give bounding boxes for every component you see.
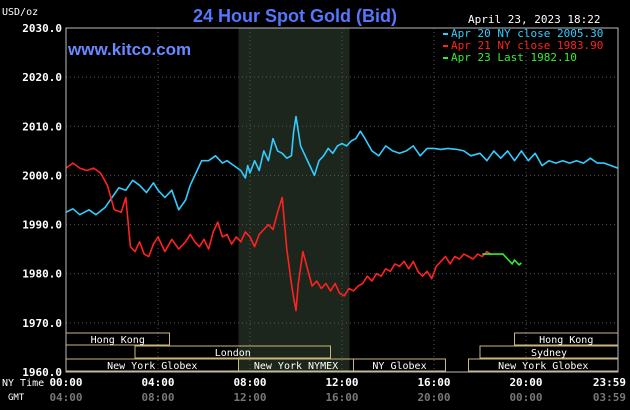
market-session-bar	[353, 358, 446, 372]
x-tick-label-gmt: 16:00	[325, 391, 358, 404]
legend-swatch	[443, 57, 448, 59]
y-tick-label: 2030.0	[22, 22, 62, 35]
market-session-label: New York Globex	[107, 361, 197, 372]
market-session-label: London	[215, 348, 251, 359]
market-session-label: NY Globex	[372, 361, 426, 372]
legend-entry: Apr 20 NY close 2005.30	[451, 27, 603, 40]
market-session-label: Sydney	[531, 348, 567, 359]
x-tick-label-gmt: 04:00	[49, 391, 82, 404]
market-session-label: New York NYMEX	[254, 361, 338, 372]
y-tick-label: 1980.0	[22, 268, 62, 281]
x-tick-label-ny: 12:00	[325, 376, 358, 389]
y-tick-label: 1970.0	[22, 317, 62, 330]
x-tick-label-ny: 00:00	[49, 376, 82, 389]
y-tick-label: 1990.0	[22, 219, 62, 232]
x-tick-label-gmt: 12:00	[233, 391, 266, 404]
x-tick-label-gmt: 03:59	[593, 391, 626, 404]
legend-swatch	[443, 33, 448, 35]
x-row-label-ny: NY Time	[2, 378, 44, 389]
watermark: www.kitco.com	[67, 40, 191, 59]
x-row-label-gmt: GMT	[8, 393, 25, 403]
legend-entry: Apr 21 NY close 1983.90	[451, 39, 603, 52]
x-tick-label-gmt: 20:00	[417, 391, 450, 404]
x-tick-label-ny: 04:00	[141, 376, 174, 389]
y-tick-label: 2020.0	[22, 71, 62, 84]
series-line-3	[482, 253, 522, 266]
plot-frame	[65, 27, 619, 373]
legend-swatch	[443, 45, 448, 47]
x-tick-labels: NY Time GMT 00:00 04:00 04:00 08:00 08:00 12:00…	[2, 376, 626, 404]
market-session-label: Hong Kong	[91, 335, 145, 346]
market-session-label: Hong Kong	[539, 335, 593, 346]
y-tick-label: 2010.0	[22, 120, 62, 133]
x-tick-label-ny: 08:00	[233, 376, 266, 389]
y-tick-label: 1960.0	[22, 366, 62, 379]
x-tick-label-gmt: 00:00	[509, 391, 542, 404]
y-tick-label: 2000.0	[22, 169, 62, 182]
chart-title: 24 Hour Spot Gold (Bid)	[193, 6, 397, 26]
market-session-bars: Hong Kong Hong Kong London Sydney New York G…	[65, 332, 619, 372]
market-session-bar	[134, 345, 331, 359]
date-label: April 23, 2023 18:22	[468, 13, 600, 26]
x-tick-label-gmt: 08:00	[141, 391, 174, 404]
x-tick-label-ny: 16:00	[417, 376, 450, 389]
series-line-1	[65, 115, 619, 216]
y-axis-label: USD/oz	[2, 7, 38, 18]
y-tick-labels: 2030.0 2020.0 2010.0 2000.0 1990.0 1980.0 1970…	[22, 22, 62, 379]
x-tick-label-ny: 23:59	[593, 376, 626, 389]
price-series	[65, 115, 619, 312]
market-session-label: New York Globex	[498, 361, 588, 372]
nymex-session-shading	[238, 28, 350, 372]
legend-entry: Apr 23 Last 1982.10	[451, 51, 577, 64]
series-line-2	[65, 162, 492, 312]
x-tick-label-ny: 20:00	[509, 376, 542, 389]
